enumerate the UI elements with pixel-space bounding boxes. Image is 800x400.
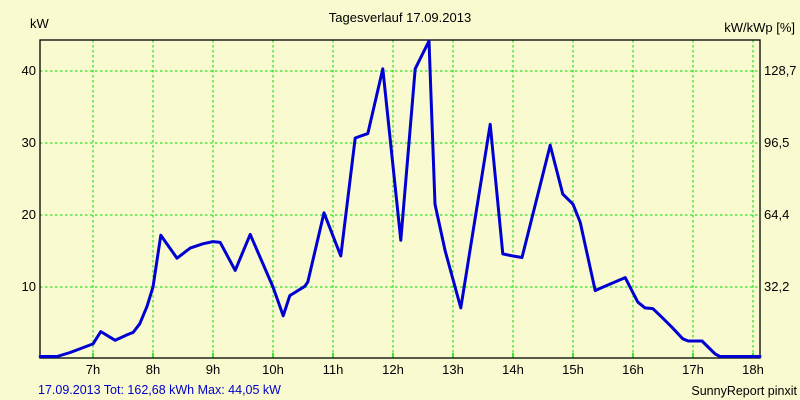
x-tick-label: 18h: [742, 362, 764, 377]
x-tick-label: 8h: [145, 362, 161, 377]
app-credit-text: SunnyReport pinxit: [691, 384, 797, 398]
x-tick-label: 11h: [322, 362, 344, 377]
right-axis-unit-label: kW/kWp [%]: [724, 20, 795, 35]
y-tick-label-left: 40: [21, 63, 36, 78]
x-tick-label: 13h: [442, 362, 464, 377]
x-tick-label: 14h: [502, 362, 524, 377]
power-curve-line: [38, 39, 762, 358]
plot-frame: [39, 39, 761, 359]
x-tick-label: 16h: [622, 362, 644, 377]
y-tick-label-right: 64,4: [764, 207, 790, 222]
y-tick-label-right: 32,2: [764, 279, 790, 294]
y-tick-label-left: 20: [21, 207, 36, 222]
x-tick-label: 10h: [262, 362, 284, 377]
x-tick-label: 12h: [382, 362, 404, 377]
y-tick-label-left: 30: [21, 135, 36, 150]
x-tick-label: 9h: [205, 362, 221, 377]
chart-title: Tagesverlauf 17.09.2013: [328, 10, 472, 25]
y-tick-label-right: 96,5: [764, 135, 790, 150]
x-tick-label: 17h: [682, 362, 704, 377]
y-tick-label-right: 128,7: [764, 63, 797, 78]
chart-summary-text: 17.09.2013 Tot: 162,68 kWh Max: 44,05 kW: [38, 383, 281, 397]
y-tick-label-left: 10: [21, 279, 36, 294]
x-tick-label: 15h: [562, 362, 584, 377]
x-tick-label: 7h: [85, 362, 101, 377]
left-axis-unit-label: kW: [30, 16, 49, 31]
